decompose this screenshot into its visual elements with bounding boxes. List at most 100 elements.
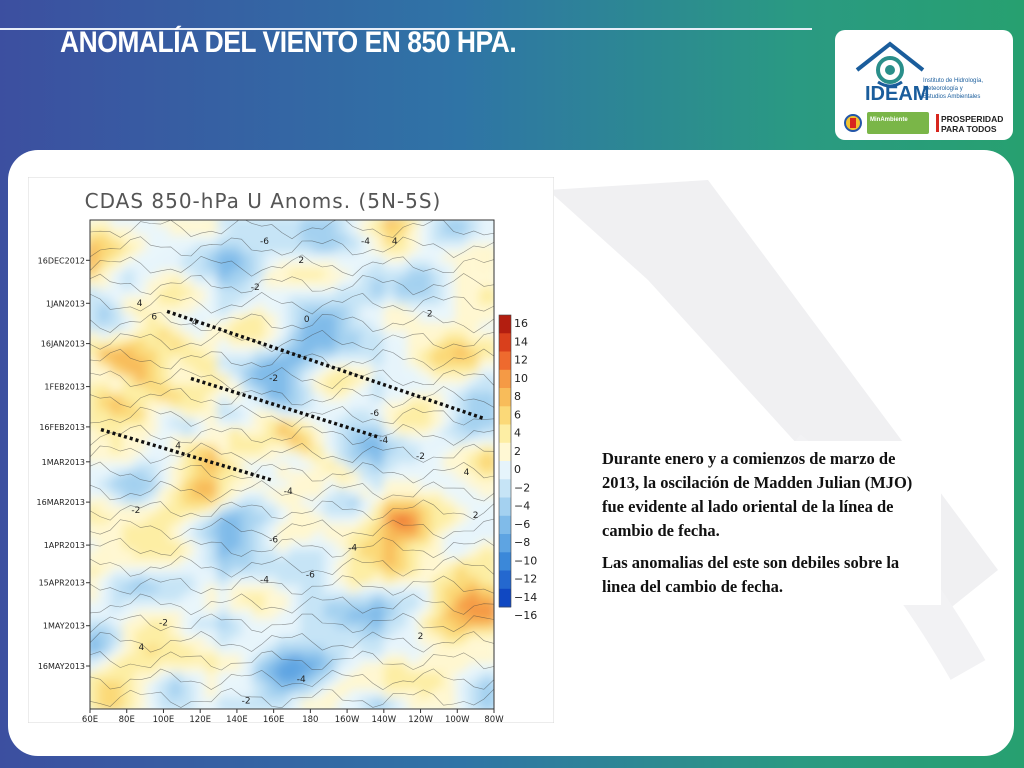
contour-line xyxy=(90,461,494,484)
colorbar-swatch xyxy=(499,388,511,407)
colorbar-label: 6 xyxy=(514,408,521,421)
contour-label: 4 xyxy=(192,318,198,328)
x-tick-label: 120W xyxy=(408,715,433,723)
slide-title: ANOMALÍA DEL VIENTO EN 850 HPA. xyxy=(60,26,517,59)
colorbar-label: 16 xyxy=(514,317,528,330)
contour-label: 0 xyxy=(304,315,310,325)
x-tick-label: 80W xyxy=(484,715,504,723)
contour-label: 4 xyxy=(464,468,470,478)
contour-label: 4 xyxy=(137,299,143,309)
ideam-subtitle-3: Estudios Ambientales xyxy=(923,94,980,100)
contour-label: -4 xyxy=(361,237,370,247)
contour-line xyxy=(90,292,494,315)
colorbar-swatch xyxy=(499,552,511,571)
explanation-paragraph-2: Las anomalias del este son debiles sobre… xyxy=(602,553,900,596)
contour-label-group: 464-6-442-202-22-664-4-24-4-22-6-4-6-4-4… xyxy=(131,237,478,707)
colorbar-label: −8 xyxy=(514,536,530,549)
colorbar-label: 2 xyxy=(514,445,521,458)
x-tick-label: 160W xyxy=(335,715,360,723)
x-tick-label: 140W xyxy=(371,715,396,723)
x-axis: 60E 80E 100E 120E 140E 160E 180 160W 140W 120W 100… xyxy=(82,709,504,723)
colorbar-label: −12 xyxy=(514,573,537,586)
x-tick-label: 160E xyxy=(263,715,285,723)
contour-line xyxy=(90,630,494,653)
colorbar-label: 8 xyxy=(514,390,521,403)
prosperity-line-2: PARA TODOS xyxy=(941,124,997,134)
contour-line xyxy=(90,687,494,709)
contour-line xyxy=(90,404,494,428)
contour-label: 4 xyxy=(139,643,145,653)
colorbar-swatch xyxy=(499,497,511,517)
x-tick-label: 140E xyxy=(226,715,248,723)
mjo-dotted-lines xyxy=(100,309,486,483)
x-tick-label: 120E xyxy=(189,715,211,723)
chart-title: CDAS 850-hPa U Anoms. (5N-5S) xyxy=(85,189,442,213)
colorbar-swatch xyxy=(499,515,511,535)
contour-line xyxy=(90,367,494,390)
colorbar-label: −14 xyxy=(514,591,537,604)
contour-line xyxy=(90,348,494,371)
contour-label: 4 xyxy=(175,441,181,451)
explanation-box: Durante enero y a comienzos de marzo de … xyxy=(592,441,941,605)
contour-line xyxy=(90,236,494,258)
y-axis: 16DEC2012 1JAN2013 16JAN2013 1FEB2013 16FEB2… xyxy=(37,256,90,671)
colorbar-swatch xyxy=(499,424,511,444)
contour-label: 4 xyxy=(392,237,398,247)
contour-label: 2 xyxy=(418,632,424,642)
y-tick-label: 16JAN2013 xyxy=(41,340,85,349)
colorbar-swatch xyxy=(499,570,511,590)
colorbar-label: 14 xyxy=(514,335,528,348)
contour-label: -2 xyxy=(242,697,251,707)
colorbar-label: −6 xyxy=(514,518,530,531)
y-tick-label: 1JAN2013 xyxy=(46,299,85,308)
colorbar-swatch xyxy=(499,351,511,371)
prosperity-line-1: PROSPERIDAD xyxy=(941,114,1003,124)
contour-line xyxy=(90,668,494,691)
colorbar-swatch xyxy=(499,442,511,462)
explanation-paragraph-1: Durante enero y a comienzos de marzo de … xyxy=(602,449,913,540)
contour-label: -2 xyxy=(251,283,260,293)
colorbar-label: 10 xyxy=(514,372,528,385)
colorbar-swatch xyxy=(499,479,511,498)
ideam-subtitle-2: Meteorología y xyxy=(923,86,963,92)
ideam-subtitle-1: Instituto de Hidrología, xyxy=(923,78,983,84)
colorbar-label: −16 xyxy=(514,609,537,622)
contour-label: 2 xyxy=(298,256,304,266)
contour-line xyxy=(90,650,494,671)
colorbar-label: 12 xyxy=(514,354,528,367)
contour-line xyxy=(90,555,494,578)
title-underline xyxy=(0,28,812,30)
contour-line xyxy=(90,442,494,465)
contour-label: -4 xyxy=(379,436,388,446)
contour-line xyxy=(90,424,494,446)
contour-label: -6 xyxy=(269,535,278,545)
contour-label: -2 xyxy=(159,619,168,629)
contour-line xyxy=(90,613,494,634)
ideam-wordmark: IDEAM xyxy=(865,83,929,105)
y-tick-label: 16MAY2013 xyxy=(38,662,85,671)
x-tick-label: 100W xyxy=(445,715,470,723)
colorbar-swatch xyxy=(499,369,511,389)
contour-label: -6 xyxy=(260,237,269,247)
prosperity-flag-icon xyxy=(936,114,939,132)
contour-line xyxy=(90,329,494,353)
contour-line xyxy=(90,311,494,334)
contour-label: 6 xyxy=(151,312,157,322)
contour-line xyxy=(90,273,494,296)
contour-label: -2 xyxy=(416,452,425,462)
contour-line xyxy=(90,220,494,240)
colorbar-swatch xyxy=(499,315,511,334)
x-tick-label: 80E xyxy=(119,715,135,723)
contour-line xyxy=(90,593,494,616)
x-tick-label: 100E xyxy=(153,715,175,723)
colorbar: 16 14 12 10 8 6 4 2 0 −2 −4 −6 −8 −10 −12 −14 −16 xyxy=(498,314,537,622)
contour-label: -4 xyxy=(348,544,357,554)
ideam-logo-card: IDEAM Instituto de Hidrología, Meteorolo… xyxy=(835,30,1013,140)
ministry-label: MinAmbiente xyxy=(870,117,908,123)
plot-border xyxy=(89,219,495,710)
contour-label: -2 xyxy=(269,374,278,384)
y-tick-label: 15APR2013 xyxy=(39,579,85,588)
y-tick-label: 16DEC2012 xyxy=(38,256,85,265)
colombia-shield-icon xyxy=(844,114,862,132)
contour-line xyxy=(90,499,494,521)
